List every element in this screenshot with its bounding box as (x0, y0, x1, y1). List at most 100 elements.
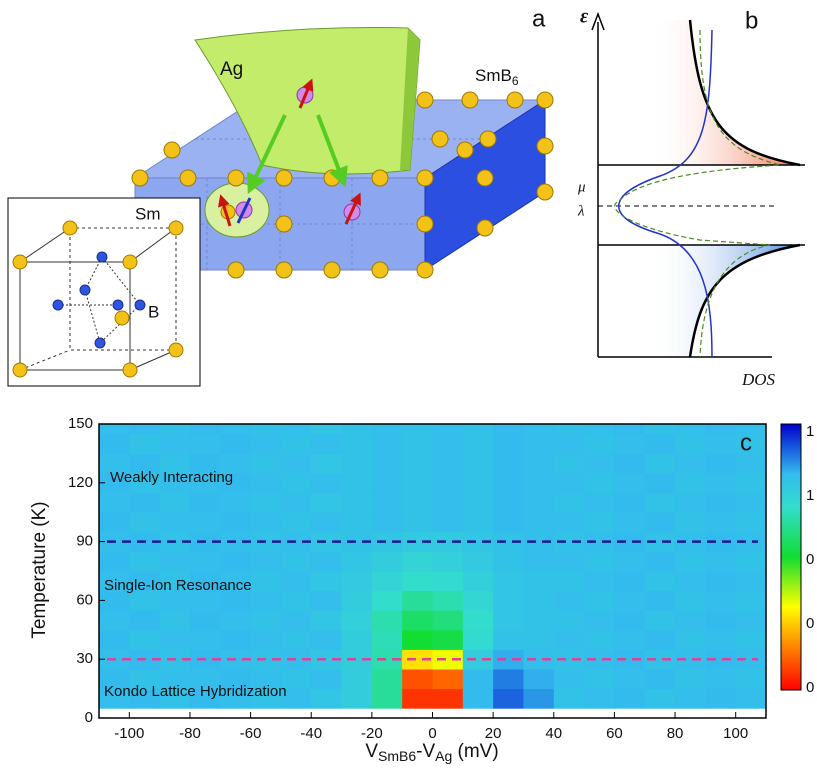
heat-cell (372, 493, 403, 513)
heat-cell (220, 610, 251, 630)
axis-label: ε (580, 6, 589, 28)
panel-a: Ag SmB6 a Sm B (8, 5, 553, 386)
heat-cell (614, 473, 645, 493)
heat-cell (493, 610, 524, 630)
heat-cell (433, 512, 464, 532)
colorbar-label: 0 (806, 551, 814, 568)
heat-cell (129, 434, 160, 454)
heat-cell (675, 571, 706, 591)
heat-cell (311, 630, 342, 650)
heat-cell (433, 669, 464, 689)
x-title-sub: Ag (435, 748, 452, 764)
heat-cell (129, 424, 160, 434)
heat-cell (99, 630, 130, 650)
heat-cell (281, 424, 312, 434)
heat-cell (554, 473, 585, 493)
heat-cell (251, 424, 282, 434)
heat-cell (523, 424, 554, 434)
heat-cell (402, 473, 433, 493)
heat-cell (281, 453, 312, 473)
heat-cell (645, 630, 676, 650)
heat-cell (372, 571, 403, 591)
heat-cell (614, 689, 645, 709)
inset-b-label: B (148, 302, 159, 321)
heat-cell (251, 610, 282, 630)
heat-cell (433, 424, 464, 434)
heat-cell (523, 630, 554, 650)
heat-cell (342, 424, 373, 434)
heat-cell (736, 571, 767, 591)
heat-cell (251, 571, 282, 591)
heat-cell (493, 551, 524, 571)
heat-cell (281, 630, 312, 650)
heat-cell (160, 512, 191, 532)
heat-cell (645, 610, 676, 630)
panel-label: c (740, 429, 752, 456)
heat-cell (554, 689, 585, 709)
heat-cell (736, 630, 767, 650)
heat-cell (342, 434, 373, 454)
heat-cell (190, 424, 221, 434)
smb6-main: SmB (475, 66, 512, 85)
y-tick-label: 120 (68, 474, 93, 491)
heat-cell (129, 512, 160, 532)
heat-cell (736, 551, 767, 571)
heat-cell (584, 453, 615, 473)
heat-cell (251, 434, 282, 454)
heat-cell (402, 512, 433, 532)
lambda-label: λ (577, 203, 585, 219)
heat-cell (281, 512, 312, 532)
x-title-sub: SmB6 (378, 748, 416, 764)
heat-cell (584, 493, 615, 513)
y-tick-label: 90 (76, 533, 93, 550)
heat-cell (129, 610, 160, 630)
heat-cell (160, 610, 191, 630)
heat-cell (372, 424, 403, 434)
heat-cell (645, 512, 676, 532)
heat-cell (190, 512, 221, 532)
heat-cell (554, 512, 585, 532)
heat-cell (99, 610, 130, 630)
heat-cell (342, 591, 373, 611)
heat-cell (705, 424, 736, 434)
colorbar-label: 1 (806, 487, 814, 504)
heat-cell (705, 453, 736, 473)
heat-cell (554, 630, 585, 650)
heat-cell (190, 610, 221, 630)
heat-cell (463, 571, 494, 591)
heat-cell (372, 669, 403, 689)
heat-cell (311, 610, 342, 630)
heat-cell (402, 551, 433, 571)
heat-cell (675, 434, 706, 454)
heat-cell (614, 424, 645, 434)
heat-cell (160, 434, 191, 454)
heat-cell (523, 434, 554, 454)
heat-cell (220, 434, 251, 454)
heat-cell (736, 610, 767, 630)
heat-cell (463, 453, 494, 473)
x-tick-label: -20 (361, 725, 383, 742)
x-tick-label: 60 (606, 725, 623, 742)
annotation: Weakly Interacting (110, 469, 233, 486)
heat-cell (311, 453, 342, 473)
heat-cell (523, 453, 554, 473)
heat-cell (705, 610, 736, 630)
heat-cell (402, 453, 433, 473)
heat-cell (705, 689, 736, 709)
heat-cell (493, 571, 524, 591)
heat-cell (493, 630, 524, 650)
heat-cell (190, 434, 221, 454)
heat-cell (493, 424, 524, 434)
heat-cell (493, 493, 524, 513)
heat-cell (614, 434, 645, 454)
axis-label: DOS (741, 370, 776, 389)
heat-cell (584, 669, 615, 689)
heat-cell (614, 630, 645, 650)
heat-cell (160, 551, 191, 571)
heat-cell (675, 591, 706, 611)
x-axis-title: VSmB6-VAg (mV) (365, 741, 498, 764)
heat-cell (160, 424, 191, 434)
heat-cell (523, 669, 554, 689)
heat-cell (523, 689, 554, 709)
heat-cell (705, 551, 736, 571)
